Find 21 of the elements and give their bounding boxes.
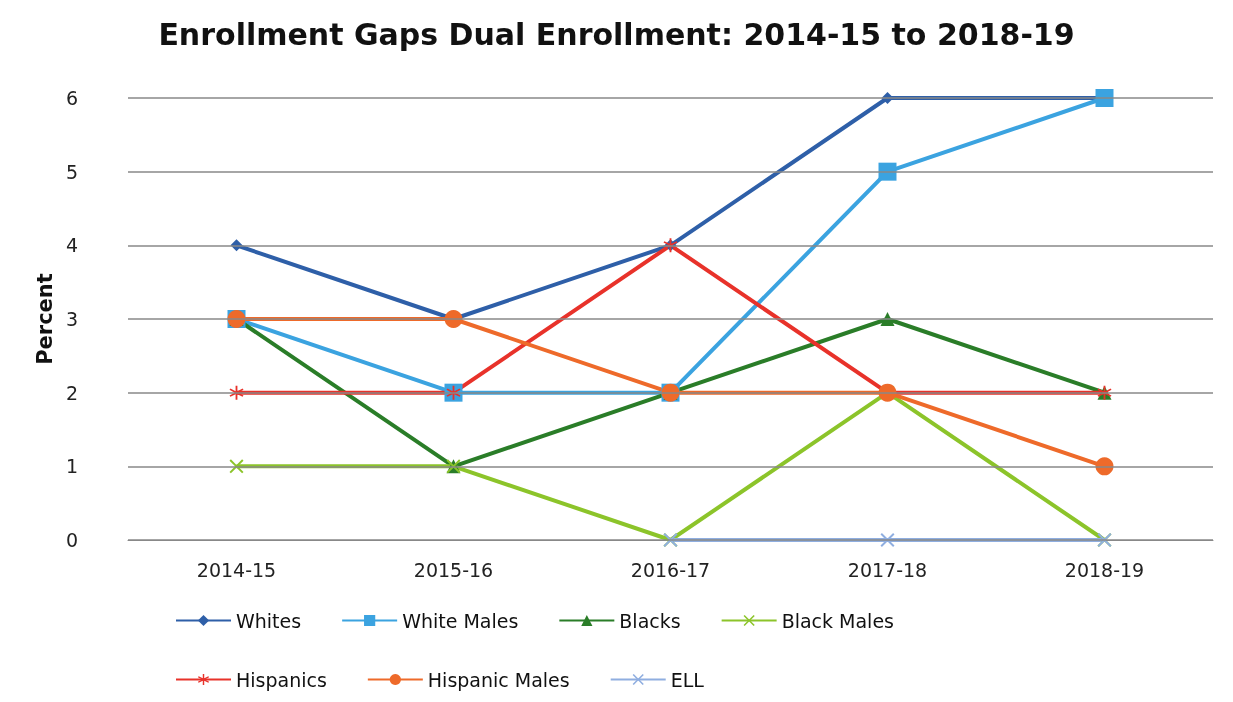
x-tick-label: 2014-15 <box>196 558 277 581</box>
x-tick-label: 2016-17 <box>630 558 711 581</box>
y-tick-label: 3 <box>65 308 78 330</box>
legend-label: Hispanics <box>236 668 327 691</box>
x-tick-label: 2017-18 <box>847 558 928 581</box>
x-tick-label: 2015-16 <box>413 558 494 581</box>
legend-label: ELL <box>670 668 705 691</box>
y-tick-label: 1 <box>65 455 78 478</box>
x-tick-label: 2018-19 <box>1064 558 1145 581</box>
legend-label: Whites <box>236 609 302 632</box>
y-tick-label: 6 <box>65 87 78 109</box>
legend-label: White Males <box>402 609 519 632</box>
y-tick-label: 0 <box>65 529 78 551</box>
y-tick-label: 4 <box>65 234 78 257</box>
legend-label: Hispanic Males <box>427 668 570 691</box>
legend-label: Blacks <box>619 609 681 632</box>
chart-title: Enrollment Gaps Dual Enrollment: 2014-15 to 2018-19 <box>158 16 1075 52</box>
y-tick-label: 2 <box>65 381 78 404</box>
y-tick-label: 5 <box>65 160 78 183</box>
legend-label: Black Males <box>781 609 894 632</box>
y-axis-title: Percent <box>32 273 57 365</box>
